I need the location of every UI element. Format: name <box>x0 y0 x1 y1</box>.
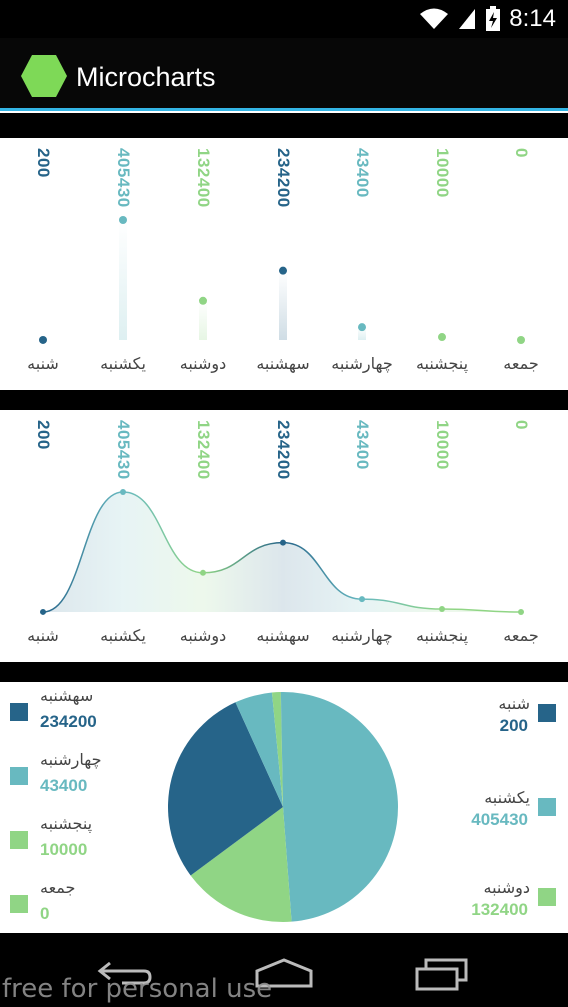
point-chart-point <box>438 333 446 342</box>
line-chart-point <box>200 569 206 576</box>
pie-legend-swatch <box>10 767 28 785</box>
line-chart-point <box>40 608 46 615</box>
home-icon[interactable] <box>254 957 314 989</box>
pie-legend-label: یکشنبه <box>484 788 530 807</box>
pie-legend-value: 234200 <box>40 712 97 731</box>
app-logo-icon <box>21 55 67 97</box>
line-chart-x-label: سهشنبه <box>256 626 310 645</box>
pie-legend-label: جمعه <box>40 878 76 897</box>
pie-legend-swatch <box>538 888 556 906</box>
point-chart-value-label: 234200 <box>274 148 293 208</box>
line-chart-value-label: 405430 <box>114 420 133 480</box>
pie-legend-label: شنبه <box>498 694 530 713</box>
line-chart-value-label: 200 <box>34 420 53 450</box>
line-chart-series <box>42 491 522 613</box>
pie-legend-label: سهشنبه <box>40 686 94 705</box>
pie-legend-label: پنجشنبه <box>40 814 93 833</box>
line-chart <box>40 489 524 615</box>
point-chart <box>39 216 525 344</box>
point-chart-point <box>358 323 366 332</box>
pie-legend-value: 10000 <box>40 840 88 859</box>
point-chart-bar <box>279 270 287 340</box>
pie-legend-label: دوشنبه <box>483 878 531 897</box>
point-chart-bar <box>119 220 127 340</box>
point-chart-bar <box>199 300 207 340</box>
back-icon[interactable] <box>96 959 154 989</box>
pie-legend-swatch <box>538 798 556 816</box>
signal-icon <box>459 9 476 29</box>
point-chart-x-label: یکشنبه <box>100 354 146 373</box>
point-chart-point <box>279 266 287 275</box>
point-chart-x-label: شنبه <box>27 354 59 373</box>
point-chart-x-label: چهارشنبه <box>331 354 393 373</box>
pie-legend-swatch <box>10 895 28 913</box>
line-chart-value-label: 234200 <box>274 420 293 480</box>
status-time: 8:14 <box>509 5 556 32</box>
pie-chart <box>168 692 398 922</box>
line-chart-card: 200 شنبه 405430 یکشنبه 132400 دوشنبه 234200 سهش… <box>0 410 568 662</box>
line-chart-value-label: 132400 <box>194 420 213 480</box>
point-chart-card: 200 شنبه 405430 یکشنبه 132400 دوشنبه 234200 سهش… <box>0 138 568 390</box>
line-chart-x-label: شنبه <box>27 626 59 645</box>
pie-slice <box>168 702 283 876</box>
line-chart-point <box>120 489 126 495</box>
pie-slice <box>280 692 398 922</box>
line-chart-x-label: پنجشنبه <box>415 626 469 645</box>
point-chart-value-label: 132400 <box>194 148 213 208</box>
battery-icon <box>486 6 501 31</box>
point-chart-value-label: 200 <box>34 148 53 178</box>
pie-slice <box>271 692 283 807</box>
pie-slice <box>190 807 292 922</box>
recent-apps-icon[interactable] <box>414 957 470 991</box>
point-chart-point <box>39 335 47 344</box>
watermark-text: free for personal use <box>2 974 273 1004</box>
point-chart-point <box>199 296 207 305</box>
line-chart-point <box>439 606 445 613</box>
pie-legend-label: چهارشنبه <box>40 750 102 769</box>
point-chart-x-label: پنجشنبه <box>415 354 469 373</box>
line-chart-x-label: چهارشنبه <box>331 626 393 645</box>
app-title: Microcharts <box>76 62 216 92</box>
pie-legend-swatch <box>538 704 556 722</box>
point-chart-x-label: سهشنبه <box>256 354 310 373</box>
line-chart-value-label: 0 <box>512 420 531 430</box>
pie-legend-value: 0 <box>40 904 50 923</box>
pie-slice <box>235 692 283 807</box>
status-icons: 8:14 <box>419 5 556 32</box>
action-bar: Microcharts <box>0 38 568 108</box>
accent-line <box>0 108 568 111</box>
line-chart-point <box>518 609 524 615</box>
pie-legend-value: 405430 <box>471 810 528 829</box>
point-chart-bar <box>358 327 366 340</box>
status-bar: 8:14 <box>0 0 568 38</box>
accent-line-light <box>0 111 568 113</box>
point-chart-value-label: 405430 <box>114 148 133 208</box>
line-chart-point <box>280 539 286 546</box>
point-chart-point <box>119 216 127 224</box>
wifi-icon <box>420 8 449 29</box>
pie-slice <box>280 692 283 807</box>
pie-legend-value: 43400 <box>40 776 88 795</box>
line-chart-value-label: 10000 <box>433 420 452 470</box>
point-chart-value-label: 10000 <box>433 148 452 198</box>
point-chart-point <box>517 336 525 344</box>
line-chart-area <box>43 492 521 612</box>
line-chart-x-label: جمعه <box>503 626 539 645</box>
pie-chart-card: شنبه 200 یکشنبه 405430 دوشنبه 132400 سهشنبه 234… <box>0 682 568 933</box>
navigation-bar <box>0 933 568 1007</box>
pie-legend-swatch <box>10 831 28 849</box>
pie-legend-value: 132400 <box>471 900 528 919</box>
pie-legend-value: 200 <box>499 716 528 735</box>
point-chart-x-label: جمعه <box>503 354 539 373</box>
point-chart-x-label: دوشنبه <box>179 354 227 373</box>
line-chart-x-label: دوشنبه <box>179 626 227 645</box>
line-chart-value-label: 43400 <box>353 420 372 470</box>
point-chart-value-label: 0 <box>512 148 531 158</box>
point-chart-value-label: 43400 <box>353 148 372 198</box>
line-chart-point <box>359 596 365 603</box>
pie-legend-swatch <box>10 703 28 721</box>
line-chart-x-label: یکشنبه <box>100 626 146 645</box>
